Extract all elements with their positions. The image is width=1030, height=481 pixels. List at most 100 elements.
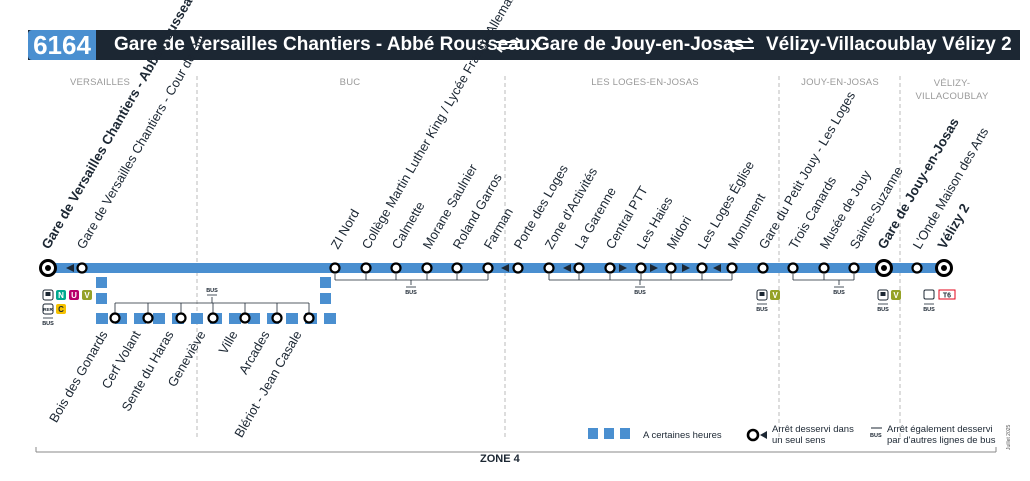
stop-marker (911, 262, 923, 274)
dashed-line-segment (248, 313, 260, 324)
dashed-line-segment (320, 293, 331, 304)
header-stop-origin: Gare de Versailles Chantiers - Abbé Rous… (114, 34, 541, 55)
transilien-u-badge-label: U (71, 291, 77, 300)
legend-bus-mark: BUS (870, 433, 882, 439)
bus-mark-label: BUS (206, 288, 218, 294)
tram-icon (923, 289, 935, 300)
bus-mark-label: BUS (756, 307, 768, 313)
dashed-line-segment (320, 277, 331, 288)
transilien-v-badge (82, 290, 92, 300)
tram-t6-label: T6 (943, 293, 951, 300)
route-number-badge: 6164 (28, 30, 96, 60)
commune-jouy-en-josas: JOUY-EN-JOSAS (801, 77, 879, 88)
dashed-line-segment (229, 313, 241, 324)
commune-les-loges-en-josas: LES LOGES-EN-JOSAS (591, 77, 699, 88)
commune-buc: BUC (339, 77, 361, 88)
terminus-stop-dot (881, 265, 887, 271)
stop-marker (271, 312, 283, 324)
stop-marker (512, 262, 524, 274)
bus-mark-label: BUS (877, 307, 889, 313)
stop-marker (303, 312, 315, 324)
train-icon-window (759, 292, 765, 296)
stop-marker (757, 262, 769, 274)
stop-marker (818, 262, 830, 274)
header-stop-destination: Vélizy-Villacoublay Vélizy 2 (766, 34, 1012, 55)
dashed-line-segment (96, 277, 107, 288)
stop-label: Gare de Versailles Chantiers - Abbé Rous… (39, 0, 204, 251)
stop-marker (329, 262, 341, 274)
dashed-line-segment (96, 313, 108, 324)
stop-marker (142, 312, 154, 324)
dashed-line-segment (96, 293, 107, 304)
stop-marker (635, 262, 647, 274)
train-icon-window (45, 292, 51, 296)
terminus-stop-dot (45, 265, 51, 271)
transilien-v-badge (891, 290, 901, 300)
bus-mark-label: BUS (42, 321, 54, 327)
direction-arrow-icon (563, 264, 571, 272)
dashed-line-segment (191, 313, 203, 324)
transilien-n-badge (56, 290, 66, 300)
stop-marker (665, 262, 677, 274)
stop-label: Gare de Versailles Chantiers - Cour de B… (74, 28, 212, 252)
bus-mark-label: BUS (634, 290, 646, 296)
direction-arrow-icon (682, 264, 690, 272)
transilien-v-badge-label: V (772, 291, 778, 300)
dashed-line-segment (134, 313, 146, 324)
bus-mark-label: BUS (833, 290, 845, 296)
rer-c-badge (56, 304, 66, 314)
transilien-u-badge (69, 290, 79, 300)
stop-marker (604, 262, 616, 274)
stop-marker (726, 262, 738, 274)
direction-arrow-icon (713, 264, 721, 272)
rer-c-badge-label: C (58, 305, 64, 314)
rer-icon (42, 303, 54, 315)
stop-marker (421, 262, 433, 274)
transilien-n-badge-label: N (58, 291, 64, 300)
rer-icon-label: RER (43, 307, 53, 312)
stop-marker (109, 312, 121, 324)
legend-one-way-label: Arrêt desservi dans un seul sens (772, 424, 854, 446)
stop-label: Ville (215, 328, 240, 357)
edition-date: Juillet 2025 (1006, 424, 1012, 450)
legend-dashed-label: A certaines heures (643, 430, 722, 441)
stop-marker (848, 262, 860, 274)
bus-mark-label: BUS (923, 307, 935, 313)
dashed-line-segment (115, 313, 127, 324)
transilien-v-badge (770, 290, 780, 300)
direction-arrow-icon (501, 264, 509, 272)
stop-marker (76, 262, 88, 274)
direction-arrow-icon (619, 264, 627, 272)
dashed-line-segment (286, 313, 298, 324)
stop-marker (207, 312, 219, 324)
stop-label: Bois des Gonards (46, 328, 111, 425)
stop-marker (696, 262, 708, 274)
stop-label: Midori (664, 213, 695, 251)
commune-velizy-villacoublay: VÉLIZY-VILLACOUBLAY (915, 78, 989, 102)
stop-marker (390, 262, 402, 274)
direction-arrow-icon (650, 264, 658, 272)
terminus-stop-dot (941, 265, 947, 271)
transilien-v-badge-label: V (893, 291, 899, 300)
stop-marker (543, 262, 555, 274)
stop-marker (482, 262, 494, 274)
bus-mark-label: BUS (405, 290, 417, 296)
transilien-v-badge-label: V (84, 291, 90, 300)
stop-marker (360, 262, 372, 274)
dashed-line-segment (324, 313, 336, 324)
commune-versailles: VERSAILLES (69, 77, 131, 88)
bidirectional-arrow-icon (496, 37, 522, 53)
stop-marker (451, 262, 463, 274)
route-header: 6164 Gare de Versailles Chantiers - Abbé… (28, 30, 1020, 60)
train-icon-window (880, 292, 886, 296)
tram-t6-badge (938, 289, 956, 300)
legend-other-lines-label: Arrêt également desservi par d'autres li… (887, 424, 996, 446)
dashed-line-segment (153, 313, 165, 324)
stop-marker (573, 262, 585, 274)
header-stop-middle: Gare de Jouy-en-Josas (535, 34, 745, 55)
stop-marker (239, 312, 251, 324)
stop-label: Blériot - Jean Casale (231, 328, 304, 440)
bidirectional-arrow-icon (728, 37, 754, 53)
stop-label: ZI Nord (328, 206, 363, 251)
